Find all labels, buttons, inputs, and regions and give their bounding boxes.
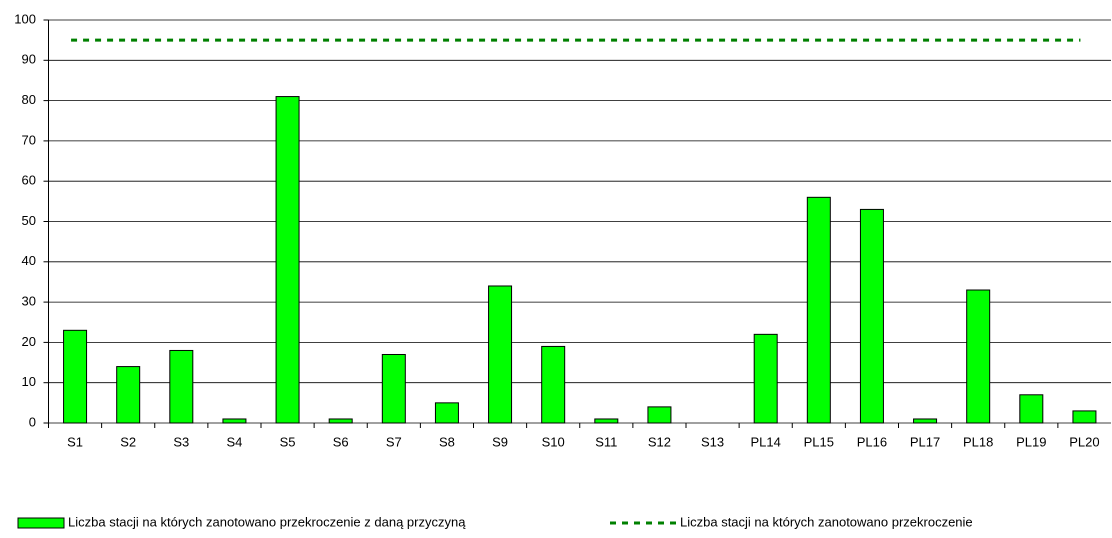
x-tick-label: S4 <box>226 434 242 449</box>
x-tick-label: PL15 <box>804 434 834 449</box>
bar <box>594 418 619 424</box>
bar <box>63 329 88 424</box>
bar <box>541 345 566 424</box>
y-tick-label: 100 <box>14 11 36 26</box>
bar <box>1072 410 1097 424</box>
bar <box>169 349 194 424</box>
bar <box>913 418 938 424</box>
legend-swatch <box>17 517 65 529</box>
bar <box>488 285 513 424</box>
y-tick-label: 30 <box>22 294 36 309</box>
x-tick-label: S2 <box>120 434 136 449</box>
legend-label: Liczba stacji na których zanotowano prze… <box>68 514 466 529</box>
bar <box>1019 394 1044 424</box>
x-tick-label: S7 <box>386 434 402 449</box>
bar <box>434 402 459 424</box>
y-tick-label: 90 <box>22 52 36 67</box>
x-tick-label: S1 <box>67 434 83 449</box>
x-tick-label: PL16 <box>857 434 887 449</box>
bar <box>381 353 406 424</box>
y-tick-label: 70 <box>22 132 36 147</box>
y-tick-label: 10 <box>22 374 36 389</box>
x-tick-label: PL18 <box>963 434 993 449</box>
y-tick-label: 80 <box>22 92 36 107</box>
x-tick-label: S3 <box>173 434 189 449</box>
x-tick-label: S6 <box>333 434 349 449</box>
bar <box>275 96 300 424</box>
x-tick-label: S13 <box>701 434 724 449</box>
bar <box>647 406 672 424</box>
x-tick-label: PL20 <box>1069 434 1099 449</box>
y-tick-label: 0 <box>29 414 36 429</box>
y-tick-label: 20 <box>22 334 36 349</box>
bar <box>222 418 247 424</box>
bar <box>328 418 353 424</box>
x-tick-label: S11 <box>595 434 617 449</box>
legend-label: Liczba stacji na których zanotowano prze… <box>680 514 973 529</box>
x-tick-label: PL19 <box>1016 434 1046 449</box>
x-tick-label: S5 <box>280 434 296 449</box>
y-tick-label: 40 <box>22 253 36 268</box>
x-tick-label: PL14 <box>751 434 781 449</box>
x-tick-label: S10 <box>542 434 565 449</box>
y-tick-label: 60 <box>22 173 36 188</box>
y-tick-label: 50 <box>22 213 36 228</box>
bar <box>966 289 991 424</box>
x-tick-label: S9 <box>492 434 508 449</box>
bar <box>753 333 778 424</box>
bar <box>116 366 141 424</box>
x-tick-label: S12 <box>648 434 671 449</box>
x-tick-label: S8 <box>439 434 455 449</box>
x-tick-label: PL17 <box>910 434 940 449</box>
bar <box>806 196 831 424</box>
bar <box>859 208 884 424</box>
